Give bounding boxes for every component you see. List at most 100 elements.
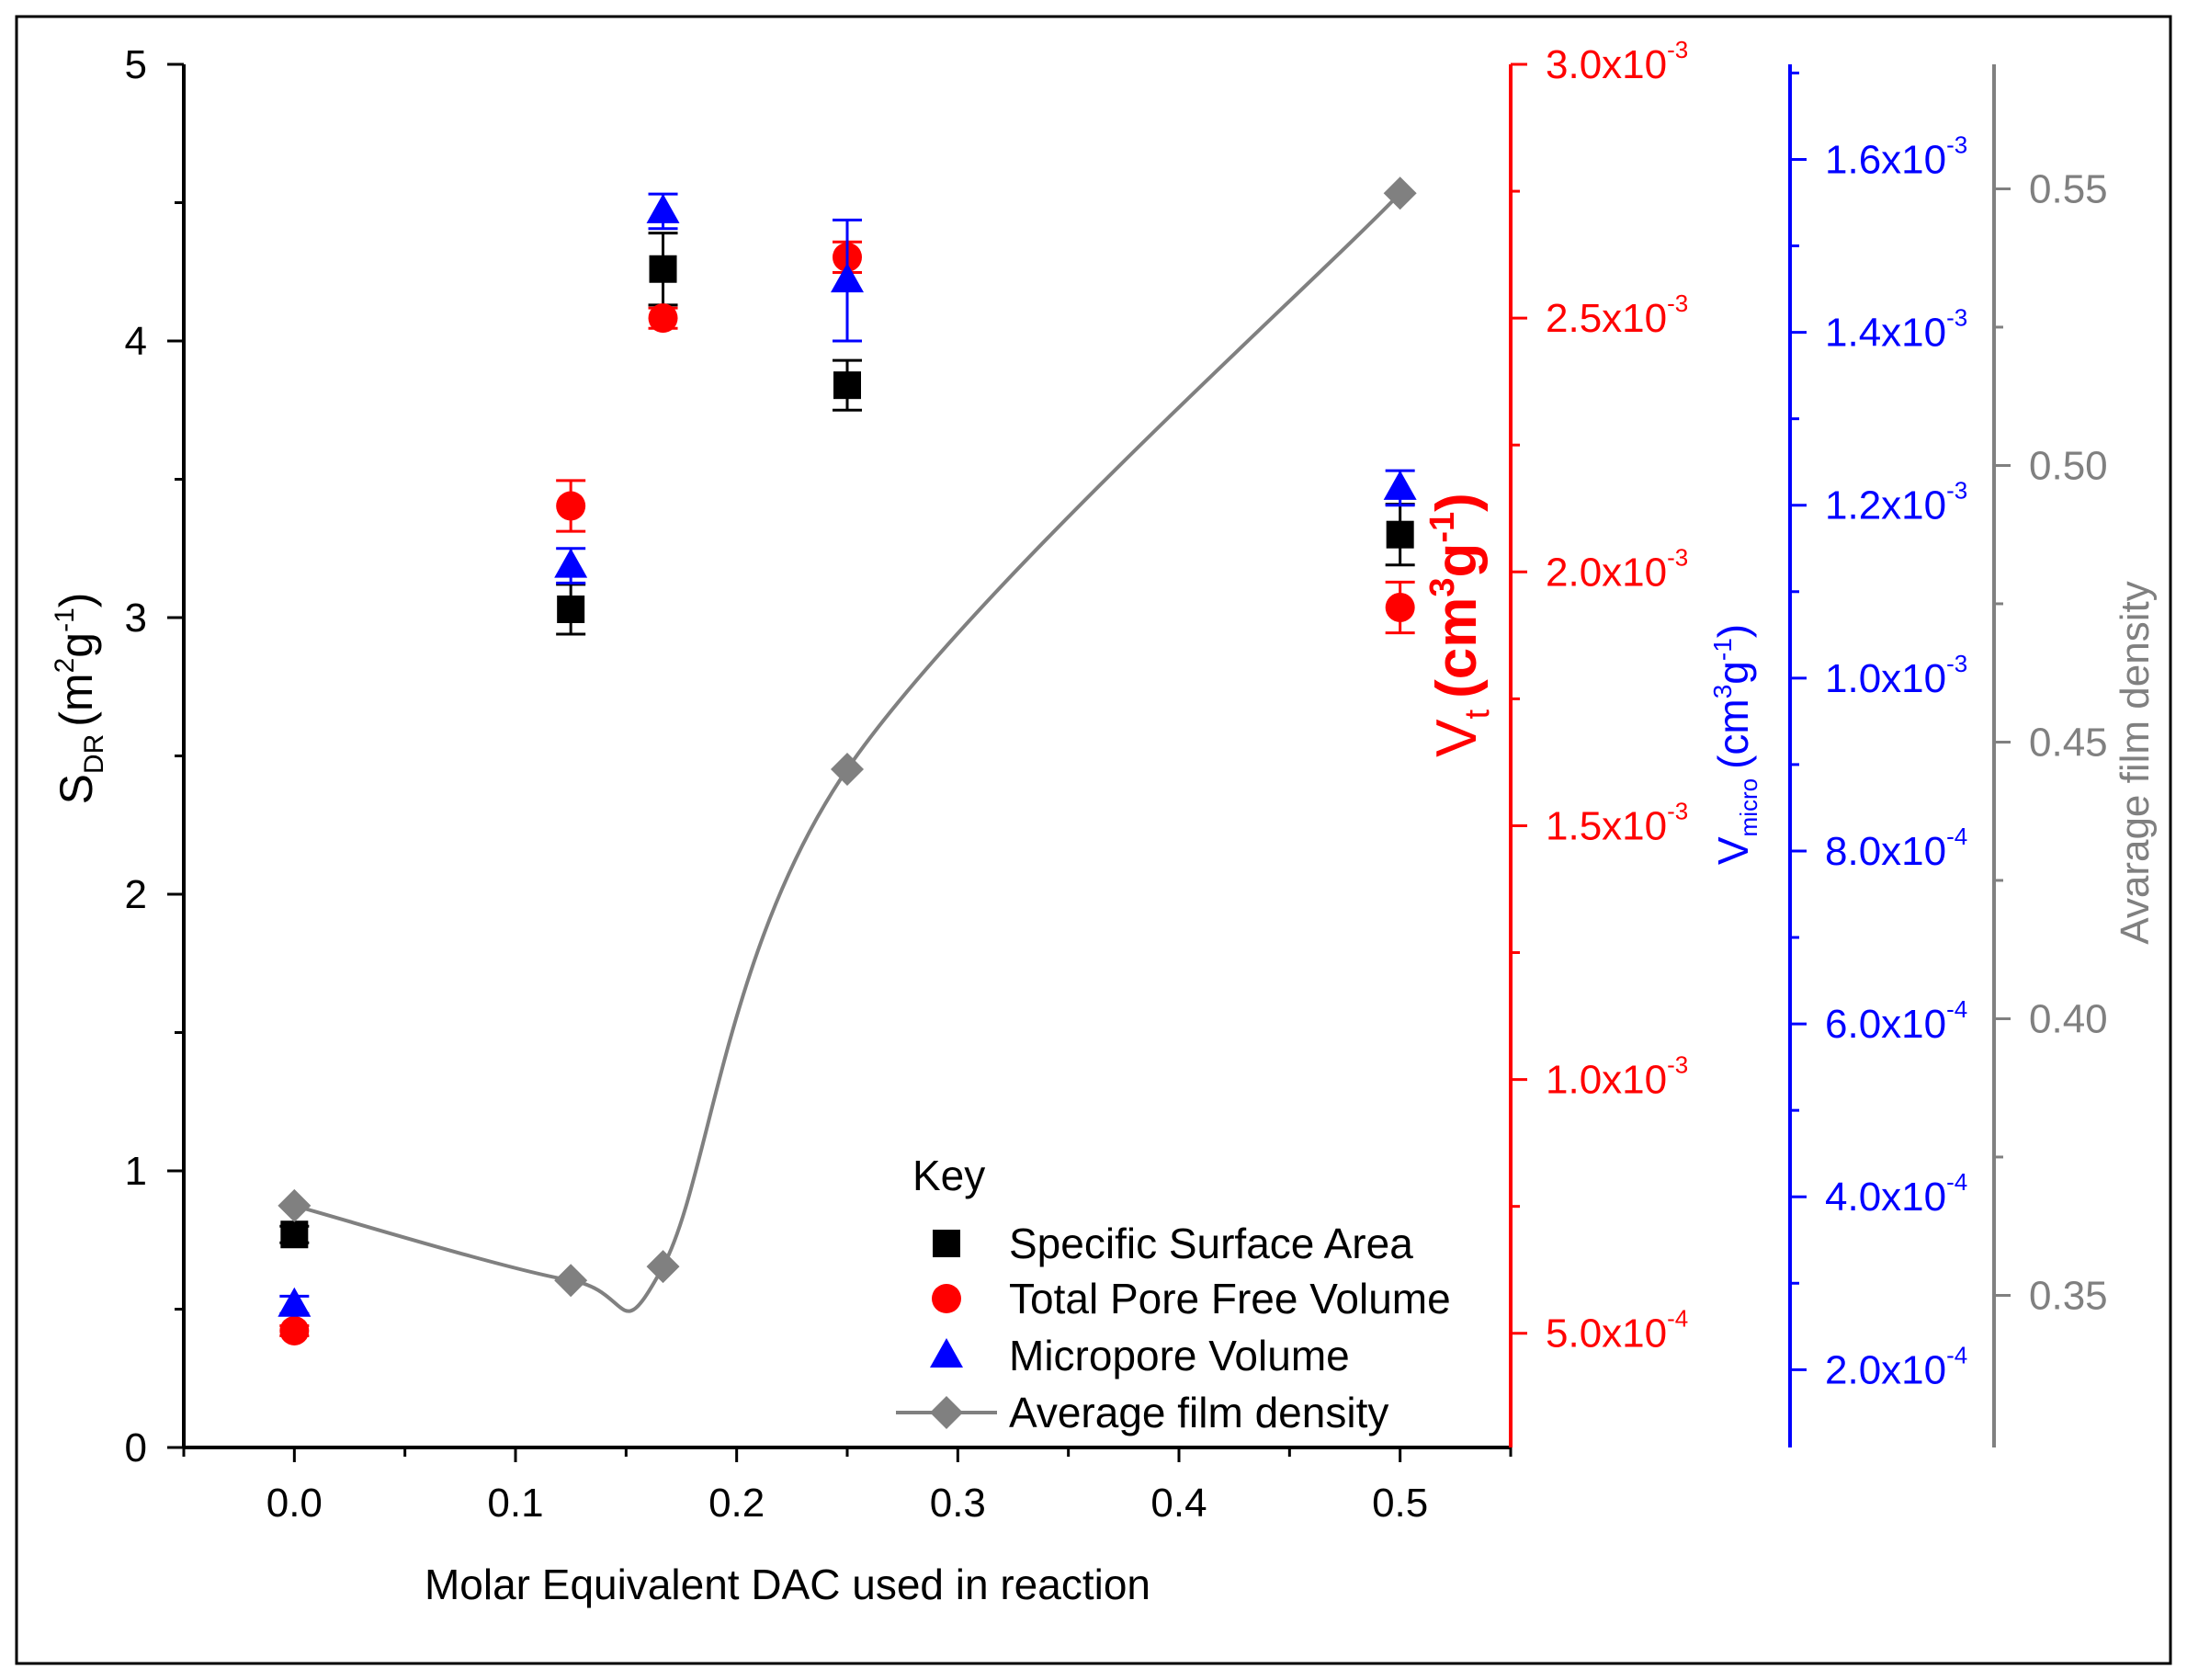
left-axis-title-sub: DR: [79, 734, 109, 774]
legend-marker: [930, 1338, 963, 1368]
y-tick-label: 2.0x10-3: [1546, 543, 1688, 595]
specific-surface-area-point: [280, 1220, 309, 1249]
y-tick-label-mantissa: 1.0x10: [1825, 656, 1946, 701]
y-tick-label-exponent: -4: [1946, 995, 1967, 1023]
y-tick-label: 1: [125, 1149, 147, 1194]
legend-entry-label: Micropore Volume: [1009, 1332, 1350, 1379]
y-tick-label-mantissa: 2.0x10: [1546, 550, 1667, 595]
y-tick-label: 0: [125, 1425, 147, 1470]
y-tick-label-exponent: -4: [1946, 823, 1967, 850]
y-tick-label-exponent: -3: [1946, 477, 1967, 505]
legend-entry-label: Total Pore Free Volume: [1009, 1275, 1451, 1322]
y-tick-label-exponent: -3: [1667, 543, 1688, 571]
y-tick-label: 1.2x10-3: [1825, 477, 1967, 528]
specific-surface-area-point: [557, 595, 585, 623]
y-tick-label-exponent: -3: [1667, 1051, 1688, 1079]
y-tick-label: 1.0x10-3: [1825, 650, 1967, 701]
y-tick-label: 0.35: [2029, 1273, 2108, 1318]
y-tick-label: 0.40: [2029, 996, 2108, 1041]
film-density-axis-title: Avarage film density: [2113, 581, 2158, 944]
y-tick-label: 3.0x10-3: [1546, 36, 1688, 87]
y-tick-label-exponent: -3: [1946, 650, 1967, 677]
x-tick-label: 0.3: [930, 1481, 986, 1526]
y-tick-label: 8.0x10-4: [1825, 823, 1967, 874]
total-pore-free-volume-point: [556, 491, 586, 521]
legend-marker: [932, 1284, 961, 1313]
vt-title-mid: g: [1425, 543, 1489, 578]
vt-title-sup2: -1: [1423, 512, 1462, 543]
y-tick-label-mantissa: 1.2x10: [1825, 483, 1946, 528]
legend-marker: [933, 1230, 960, 1257]
micropore-volume-point: [1383, 470, 1417, 500]
micropore-volume-point: [554, 548, 588, 578]
total-pore-volume-axis-title: Vt (cm3g-1): [1423, 493, 1497, 757]
series-marks: [278, 176, 1417, 1345]
average-film-density-point: [646, 1250, 680, 1284]
y-tick-label-exponent: -3: [1667, 797, 1688, 824]
vt-title-paren: (cm: [1425, 597, 1489, 698]
y-tick-label-exponent: -3: [1946, 131, 1967, 158]
micropore-volume-point: [278, 1287, 312, 1317]
specific-surface-area-point: [1386, 520, 1414, 549]
y-tick-label: 1.6x10-3: [1825, 131, 1967, 182]
figure-frame: [15, 15, 2172, 1665]
y-tick-label: 1.4x10-3: [1825, 304, 1967, 356]
y-tick-label-mantissa: 2.5x10: [1546, 296, 1667, 341]
vmicro-title-sup: 3: [1708, 685, 1737, 699]
y-tick-label-exponent: -4: [1946, 1341, 1967, 1368]
total-pore-free-volume-point: [648, 303, 678, 334]
micropore-volume-point: [831, 263, 864, 293]
left-axis-title-main: S: [51, 774, 102, 804]
y-tick-label: 4: [125, 319, 147, 364]
micropore-volume-axis-title: Vmicro (cm3g-1): [1708, 624, 1762, 865]
x-tick-label: 0.2: [708, 1481, 765, 1526]
y-tick-label-exponent: -3: [1946, 304, 1967, 332]
left-axis-title-sup: 2: [50, 658, 80, 674]
average-film-density-point: [831, 752, 864, 786]
micropore-volume-point: [646, 193, 680, 223]
y-tick-label: 0.50: [2029, 443, 2108, 488]
y-tick-label-mantissa: 1.0x10: [1546, 1058, 1667, 1103]
y-tick-label-mantissa: 6.0x10: [1825, 1002, 1946, 1047]
left-axis-title: SDR (m2g-1): [50, 593, 109, 805]
x-axis: 0.0 0.1 0.2 0.3 0.4 0.5: [182, 1446, 1513, 1526]
y-tick-label-exponent: -3: [1667, 36, 1688, 63]
vmicro-title-sup2: -1: [1708, 638, 1737, 661]
x-tick-label: 0.0: [266, 1481, 323, 1526]
total-pore-free-volume-point: [279, 1315, 310, 1345]
x-axis-title: Molar Equivalent DAC used in reaction: [425, 1561, 1150, 1608]
left-axis-title-paren: (m: [51, 673, 102, 726]
vmicro-title-mid: g: [1709, 661, 1757, 685]
y-tick-label: 2: [125, 872, 147, 917]
y-tick-label: 4.0x10-4: [1825, 1168, 1967, 1220]
y-tick-label-mantissa: 8.0x10: [1825, 829, 1946, 874]
y-tick-label-exponent: -4: [1946, 1168, 1967, 1196]
vmicro-title-sub: micro: [1735, 778, 1762, 837]
y-tick-label: 0.45: [2029, 720, 2108, 765]
total-pore-free-volume-point: [1385, 592, 1415, 622]
y-tick-label: 2.0x10-4: [1825, 1341, 1967, 1392]
y-tick-label-mantissa: 1.6x10: [1825, 137, 1946, 182]
y-tick-label: 3: [125, 596, 147, 641]
left-axis-title-sup2: -1: [50, 607, 80, 632]
specific-surface-area-point: [833, 371, 861, 400]
left-y-axis: 0 1 2 3 4 5: [125, 42, 186, 1470]
legend: Key Specific Surface Area Total Pore Free…: [896, 1152, 1451, 1436]
vt-title-sup: 3: [1423, 578, 1462, 597]
legend-marker: [930, 1396, 963, 1429]
average-film-density-point: [278, 1188, 312, 1222]
y-tick-label: 1.0x10-3: [1546, 1051, 1688, 1103]
vt-title-sub: t: [1458, 709, 1497, 719]
y-tick-label: 5: [125, 42, 147, 87]
left-axis-title-mid: g: [51, 632, 102, 658]
y-tick-label-mantissa: 3.0x10: [1546, 42, 1667, 87]
vmicro-title-close: ): [1709, 624, 1757, 638]
y-tick-label-exponent: -3: [1667, 289, 1688, 317]
y-tick-label-mantissa: 2.0x10: [1825, 1347, 1946, 1392]
y-tick-label: 2.5x10-3: [1546, 289, 1688, 341]
density-line: [293, 191, 1402, 1313]
legend-entry-label: Specific Surface Area: [1009, 1220, 1413, 1267]
left-axis-title-close: ): [51, 593, 102, 608]
density-line-series: [293, 191, 1402, 1313]
